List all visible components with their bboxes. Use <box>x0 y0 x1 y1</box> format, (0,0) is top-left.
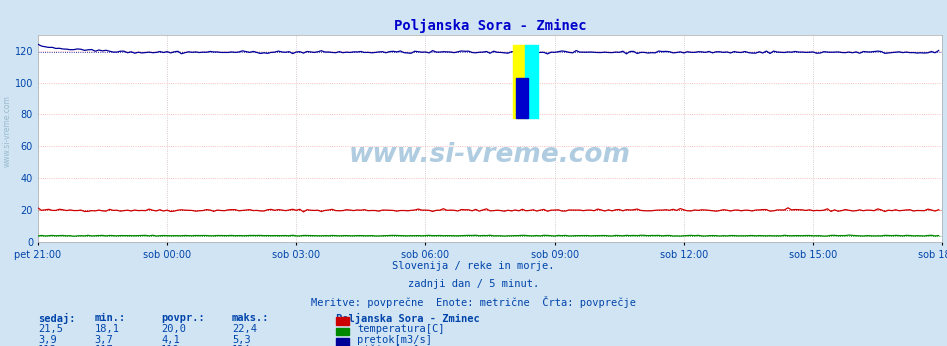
Text: 3,9: 3,9 <box>38 335 57 345</box>
Text: Poljanska Sora - Zminec: Poljanska Sora - Zminec <box>336 313 480 324</box>
Text: povpr.:: povpr.: <box>161 313 205 323</box>
Text: 118: 118 <box>38 345 57 346</box>
Text: 22,4: 22,4 <box>232 324 257 334</box>
Text: Meritve: povprečne  Enote: metrične  Črta: povprečje: Meritve: povprečne Enote: metrične Črta:… <box>311 296 636 308</box>
Text: min.:: min.: <box>95 313 126 323</box>
Text: 20,0: 20,0 <box>161 324 186 334</box>
Text: maks.:: maks.: <box>232 313 270 323</box>
Text: 117: 117 <box>95 345 114 346</box>
Text: temperatura[C]: temperatura[C] <box>357 324 444 334</box>
Text: 21,5: 21,5 <box>38 324 63 334</box>
Text: 124: 124 <box>232 345 251 346</box>
Text: pretok[m3/s]: pretok[m3/s] <box>357 335 432 345</box>
Text: www.si-vreme.com: www.si-vreme.com <box>349 142 631 168</box>
Text: 119: 119 <box>161 345 180 346</box>
Text: 3,7: 3,7 <box>95 335 114 345</box>
Text: zadnji dan / 5 minut.: zadnji dan / 5 minut. <box>408 279 539 289</box>
Bar <box>512 45 526 118</box>
Text: 18,1: 18,1 <box>95 324 119 334</box>
Bar <box>516 78 527 118</box>
Text: 4,1: 4,1 <box>161 335 180 345</box>
Bar <box>526 45 538 118</box>
Text: sedaj:: sedaj: <box>38 313 76 324</box>
Text: višina[cm]: višina[cm] <box>357 345 420 346</box>
Text: Slovenija / reke in morje.: Slovenija / reke in morje. <box>392 261 555 271</box>
Title: Poljanska Sora - Zminec: Poljanska Sora - Zminec <box>394 19 586 34</box>
Text: 5,3: 5,3 <box>232 335 251 345</box>
Text: www.si-vreme.com: www.si-vreme.com <box>3 95 12 167</box>
